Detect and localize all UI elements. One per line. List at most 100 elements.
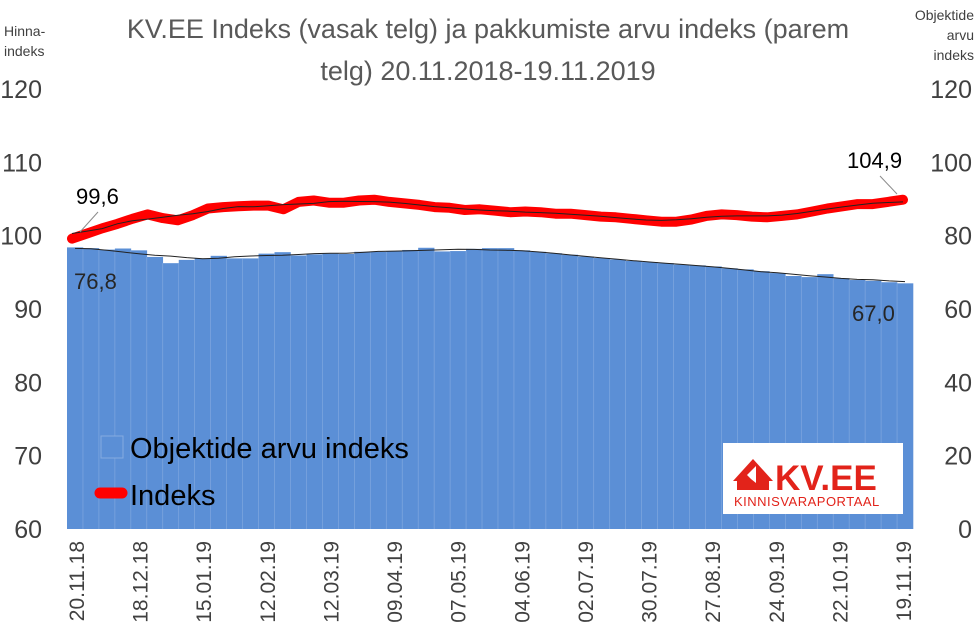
data-label-bars-first: 76,8 bbox=[74, 269, 117, 294]
bar bbox=[466, 248, 483, 529]
bar bbox=[641, 262, 658, 529]
bar bbox=[418, 247, 435, 529]
left-axis-label-line-1: Hinna- bbox=[4, 23, 46, 39]
right-tick-label: 120 bbox=[930, 76, 972, 104]
indeks-line bbox=[67, 194, 908, 244]
left-tick-label: 110 bbox=[2, 149, 42, 177]
leader-line bbox=[79, 211, 99, 233]
bar bbox=[322, 253, 339, 529]
bar bbox=[67, 247, 84, 529]
bar bbox=[226, 258, 243, 529]
bar bbox=[545, 253, 563, 529]
bar bbox=[561, 254, 579, 530]
bar bbox=[402, 249, 419, 529]
right-tick-label: 0 bbox=[958, 516, 972, 544]
bar bbox=[242, 258, 259, 529]
data-label-indeks-last: 104,9 bbox=[847, 148, 902, 173]
x-tick-label: 22.10.19 bbox=[829, 541, 852, 623]
x-tick-label: 12.02.19 bbox=[257, 541, 280, 623]
left-axis-ticks: 60 70 80 90 100 110 120 bbox=[0, 76, 42, 544]
bar bbox=[513, 250, 531, 529]
right-axis-ticks: 0 20 40 60 80 100 120 bbox=[930, 76, 972, 544]
data-labels: 99,6 104,9 76,8 67,0 bbox=[74, 148, 902, 326]
legend-swatch-bars bbox=[100, 435, 124, 459]
bar bbox=[386, 251, 403, 529]
bar bbox=[577, 256, 595, 529]
bar bbox=[82, 248, 100, 529]
bar bbox=[354, 251, 371, 530]
bar bbox=[114, 248, 132, 529]
logo-subtext: KINNISVARAPORTAAL bbox=[734, 494, 880, 509]
bar-trend-path bbox=[74, 247, 906, 283]
leader-line bbox=[879, 175, 898, 195]
left-tick-label: 60 bbox=[14, 516, 42, 544]
bar bbox=[130, 250, 148, 529]
indeks-trend-path bbox=[71, 200, 904, 234]
bar bbox=[274, 252, 291, 530]
x-tick-label: 27.08.19 bbox=[702, 541, 725, 623]
x-tick-label: 19.11.19 bbox=[893, 541, 916, 621]
line-series-indeks bbox=[67, 194, 908, 244]
x-tick-label: 24.09.19 bbox=[766, 541, 789, 623]
bar bbox=[306, 254, 323, 529]
bar bbox=[370, 251, 387, 530]
x-tick-label: 04.06.19 bbox=[511, 541, 534, 623]
left-axis-label-line-2: indeks bbox=[4, 43, 44, 59]
bar bbox=[210, 255, 227, 529]
bar bbox=[338, 254, 355, 529]
right-tick-label: 100 bbox=[930, 149, 972, 177]
x-tick-label: 12.03.19 bbox=[321, 541, 344, 623]
chart-title-line-1: KV.EE Indeks (vasak telg) ja pakkumiste … bbox=[127, 14, 849, 44]
bar bbox=[497, 248, 515, 529]
bar bbox=[194, 258, 211, 529]
bar bbox=[434, 251, 451, 529]
right-axis-label-line-3: indeks bbox=[934, 47, 974, 63]
bar-trend-line bbox=[74, 247, 906, 283]
line-trend-line bbox=[71, 200, 904, 234]
right-axis-label-line-2: arvu bbox=[947, 27, 974, 43]
legend-label-line: Indeks bbox=[130, 480, 215, 512]
right-axis-label-line-1: Objektide bbox=[915, 7, 974, 23]
left-tick-label: 100 bbox=[0, 223, 42, 251]
x-axis-ticks: 20.11.18 18.12.18 15.01.19 12.02.19 12.03.19… bbox=[66, 541, 916, 623]
bar bbox=[290, 255, 307, 529]
bar bbox=[689, 265, 706, 529]
x-tick-label: 07.05.19 bbox=[448, 541, 471, 623]
bar bbox=[625, 260, 642, 529]
bar bbox=[146, 256, 164, 529]
left-tick-label: 70 bbox=[14, 443, 42, 471]
legend: Objektide arvu indeks Indeks bbox=[94, 433, 409, 512]
bar bbox=[258, 253, 275, 529]
data-label-bars-last: 67,0 bbox=[852, 301, 895, 326]
bar bbox=[705, 266, 722, 529]
x-tick-label: 30.07.19 bbox=[639, 541, 662, 623]
left-tick-label: 120 bbox=[0, 76, 42, 104]
data-label-indeks-first: 99,6 bbox=[76, 184, 119, 209]
right-tick-label: 40 bbox=[944, 369, 972, 397]
x-tick-label: 15.01.19 bbox=[193, 541, 216, 623]
kv-ee-logo: KV.EE KINNISVARAPORTAAL bbox=[723, 443, 903, 514]
house-icon bbox=[733, 459, 773, 490]
x-tick-label: 02.07.19 bbox=[575, 541, 598, 623]
bar bbox=[98, 249, 116, 529]
legend-label-bars: Objektide arvu indeks bbox=[130, 433, 409, 465]
left-tick-label: 90 bbox=[14, 296, 42, 324]
bar bbox=[609, 259, 626, 529]
bar bbox=[673, 264, 690, 529]
right-tick-label: 20 bbox=[944, 443, 972, 471]
bar bbox=[657, 263, 674, 529]
bar bbox=[593, 258, 611, 529]
logo-text: KV.EE bbox=[775, 459, 877, 498]
bar bbox=[482, 248, 499, 529]
chart-title-line-2: telg) 20.11.2018-19.11.2019 bbox=[320, 56, 655, 86]
bar bbox=[529, 251, 547, 530]
left-tick-label: 80 bbox=[14, 369, 42, 397]
right-tick-label: 60 bbox=[944, 296, 972, 324]
x-tick-label: 20.11.18 bbox=[66, 541, 89, 621]
x-tick-label: 09.04.19 bbox=[384, 541, 407, 623]
bar bbox=[178, 259, 195, 529]
x-tick-label: 18.12.18 bbox=[130, 541, 153, 623]
bar bbox=[450, 251, 467, 529]
bar bbox=[162, 263, 180, 529]
